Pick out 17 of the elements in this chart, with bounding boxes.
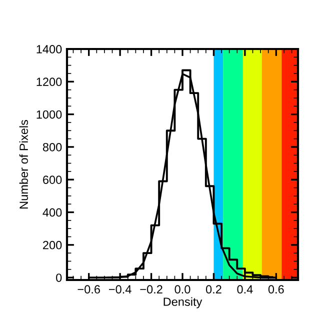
y-tick-label: 400 [42,208,62,217]
y-tick-label: 1000 [36,110,62,119]
x-tick-label: 0.0 [174,285,190,294]
x-tick-label: 0.2 [206,285,222,294]
y-tick-label: 800 [42,142,62,152]
y-tick-label: 200 [43,240,62,250]
y-tick-label: 1200 [36,78,62,86]
x-tick-label: −0.4 [109,285,132,294]
x-tick-label: 0.6 [268,285,284,294]
y-tick-label: 0 [56,274,62,282]
y-tick-label: 1400 [36,45,62,54]
y-tick-label: 600 [43,176,62,184]
x-axis-title: Density [164,297,202,308]
y-axis-title: Number of Pixels [19,120,28,208]
x-tick-label: 0.4 [237,285,253,294]
x-tick-label: −0.6 [78,285,100,294]
x-tick-label: −0.2 [140,285,162,294]
